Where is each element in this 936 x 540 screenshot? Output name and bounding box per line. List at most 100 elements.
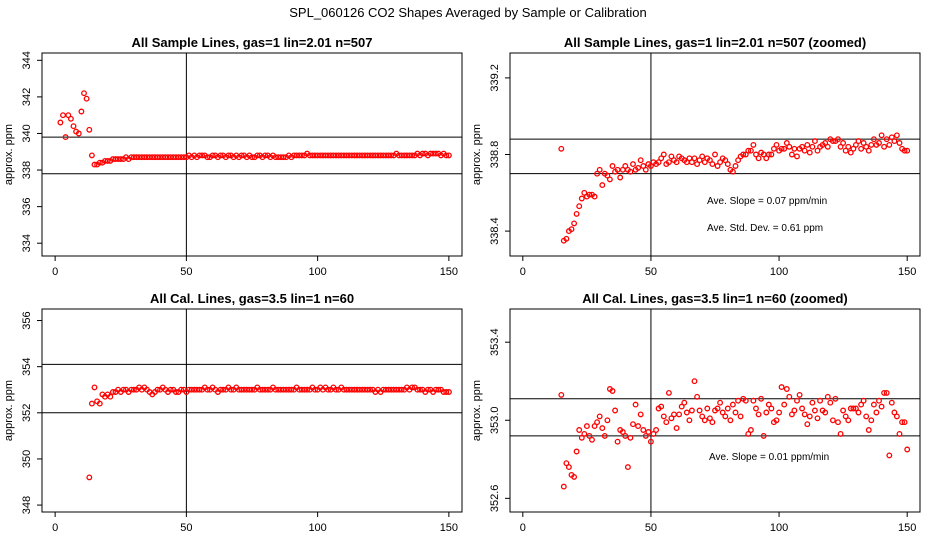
data-point	[855, 138, 862, 145]
data-point	[432, 150, 439, 157]
data-point	[778, 384, 785, 391]
data-point	[445, 389, 452, 395]
data-point	[622, 163, 629, 169]
data-point	[591, 423, 598, 430]
data-point	[445, 152, 452, 159]
data-point	[665, 389, 672, 396]
data-point	[167, 386, 174, 393]
data-point	[873, 409, 880, 416]
data-point	[637, 411, 644, 418]
y-tick-label: 356	[21, 311, 33, 329]
data-point	[333, 152, 339, 159]
data-point	[204, 154, 211, 161]
data-point	[755, 411, 762, 418]
y-tick-label: 348	[21, 496, 33, 514]
data-point	[417, 386, 423, 393]
data-point	[850, 145, 857, 152]
data-point	[863, 143, 870, 150]
data-point	[81, 90, 87, 97]
data-point	[878, 403, 885, 410]
data-point	[642, 432, 649, 439]
y-axis-label: approx. ppm	[471, 124, 483, 185]
x-tick-label: 150	[898, 266, 916, 278]
data-point	[571, 220, 578, 227]
data-point	[791, 145, 798, 152]
data-point	[283, 386, 290, 393]
data-point	[75, 130, 82, 137]
data-point	[558, 391, 565, 398]
data-point	[668, 153, 675, 160]
data-point	[377, 152, 384, 159]
data-point	[671, 411, 677, 418]
data-point	[343, 152, 350, 159]
data-point	[701, 417, 708, 424]
data-point	[881, 389, 888, 396]
data-point	[799, 405, 806, 412]
data-point	[673, 159, 680, 166]
x-tick-label: 50	[180, 522, 192, 534]
data-point	[709, 419, 716, 426]
data-point	[563, 235, 570, 242]
data-point	[272, 154, 279, 161]
data-point	[888, 399, 895, 406]
data-point	[354, 386, 360, 393]
data-point	[83, 95, 90, 102]
data-point	[724, 161, 731, 168]
data-point	[886, 452, 893, 459]
y-tick-label: 338.8	[489, 141, 501, 169]
data-point	[837, 430, 844, 437]
data-series	[558, 132, 911, 244]
data-point	[272, 386, 279, 393]
data-point	[650, 430, 657, 437]
data-point	[396, 386, 402, 393]
data-point	[91, 384, 98, 391]
data-point	[578, 195, 585, 202]
data-point	[788, 151, 795, 158]
data-point	[878, 132, 885, 139]
data-point	[701, 159, 708, 166]
data-point	[858, 401, 865, 408]
chart-title: All Sample Lines, gas=1 lin=2.01 n=507	[132, 35, 373, 50]
data-point	[809, 143, 816, 150]
data-point	[333, 386, 339, 393]
data-point	[430, 150, 437, 157]
data-point	[196, 386, 203, 393]
data-point	[870, 401, 877, 408]
data-point	[560, 483, 567, 490]
data-point	[635, 164, 642, 171]
data-point	[627, 168, 634, 175]
data-point	[209, 152, 216, 159]
data-point	[96, 400, 103, 407]
data-point	[840, 140, 847, 146]
data-point	[178, 154, 185, 161]
data-point	[62, 134, 69, 141]
plot-frame	[509, 308, 921, 513]
data-point	[658, 155, 665, 162]
data-point	[67, 115, 74, 122]
data-point	[904, 147, 911, 154]
data-point	[694, 161, 701, 168]
data-point	[346, 386, 353, 393]
data-point	[238, 152, 245, 159]
data-point	[367, 386, 374, 393]
data-point	[655, 159, 662, 166]
x-tick-label: 100	[770, 522, 788, 534]
y-axis-label: approx. ppm	[471, 380, 483, 441]
data-point	[704, 405, 711, 412]
data-point	[576, 203, 583, 210]
data-point	[640, 427, 647, 433]
data-point	[842, 147, 849, 154]
data-point	[653, 427, 660, 433]
data-point	[865, 147, 872, 154]
data-point	[325, 386, 332, 393]
data-point	[293, 152, 300, 159]
data-point	[178, 386, 185, 393]
data-point	[594, 170, 601, 177]
data-point	[225, 152, 232, 159]
y-tick-label: 350	[21, 450, 33, 468]
data-point	[165, 154, 171, 161]
data-point	[435, 386, 442, 393]
data-point	[868, 141, 875, 148]
data-point	[335, 152, 342, 159]
data-point	[660, 413, 667, 420]
